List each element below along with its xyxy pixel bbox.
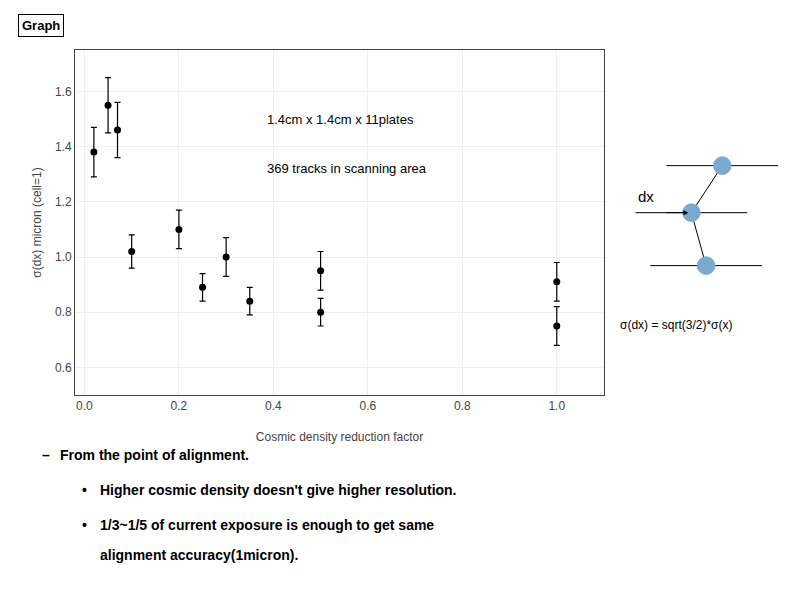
svg-text:1.4cm x 1.4cm x 11plates: 1.4cm x 1.4cm x 11plates: [267, 112, 414, 127]
svg-text:From the point of alignment.: From the point of alignment.: [60, 447, 249, 463]
svg-text:0.6: 0.6: [359, 399, 376, 413]
svg-text:1/3~1/5 of current exposure is: 1/3~1/5 of current exposure is enough to…: [100, 517, 434, 533]
svg-text:1.4: 1.4: [55, 140, 72, 154]
svg-text:1.6: 1.6: [55, 85, 72, 99]
svg-text:–: –: [42, 447, 50, 463]
svg-text:369 tracks in scanning area: 369 tracks in scanning area: [267, 161, 427, 176]
svg-text:dx: dx: [638, 188, 654, 205]
svg-text:•: •: [82, 517, 87, 533]
svg-text:•: •: [82, 482, 87, 498]
svg-text:0.0: 0.0: [76, 399, 93, 413]
svg-text:1.2: 1.2: [55, 195, 72, 209]
svg-text:σ(dx) = sqrt(3/2)*σ(x): σ(dx) = sqrt(3/2)*σ(x): [620, 318, 733, 332]
svg-text:Higher cosmic density doesn't: Higher cosmic density doesn't give highe…: [100, 482, 457, 498]
svg-text:0.8: 0.8: [454, 399, 471, 413]
svg-text:0.6: 0.6: [55, 361, 72, 375]
svg-text:0.4: 0.4: [265, 399, 282, 413]
svg-text:0.8: 0.8: [55, 305, 72, 319]
svg-text:1.0: 1.0: [548, 399, 565, 413]
svg-text:σ(dx) micron (cell=1): σ(dx) micron (cell=1): [30, 167, 44, 277]
svg-text:alignment accuracy(1micron).: alignment accuracy(1micron).: [100, 547, 298, 563]
svg-text:Cosmic density reduction facto: Cosmic density reduction factor: [256, 430, 423, 444]
svg-text:Graph: Graph: [22, 18, 60, 33]
svg-text:1.0: 1.0: [55, 250, 72, 264]
svg-text:0.2: 0.2: [171, 399, 188, 413]
